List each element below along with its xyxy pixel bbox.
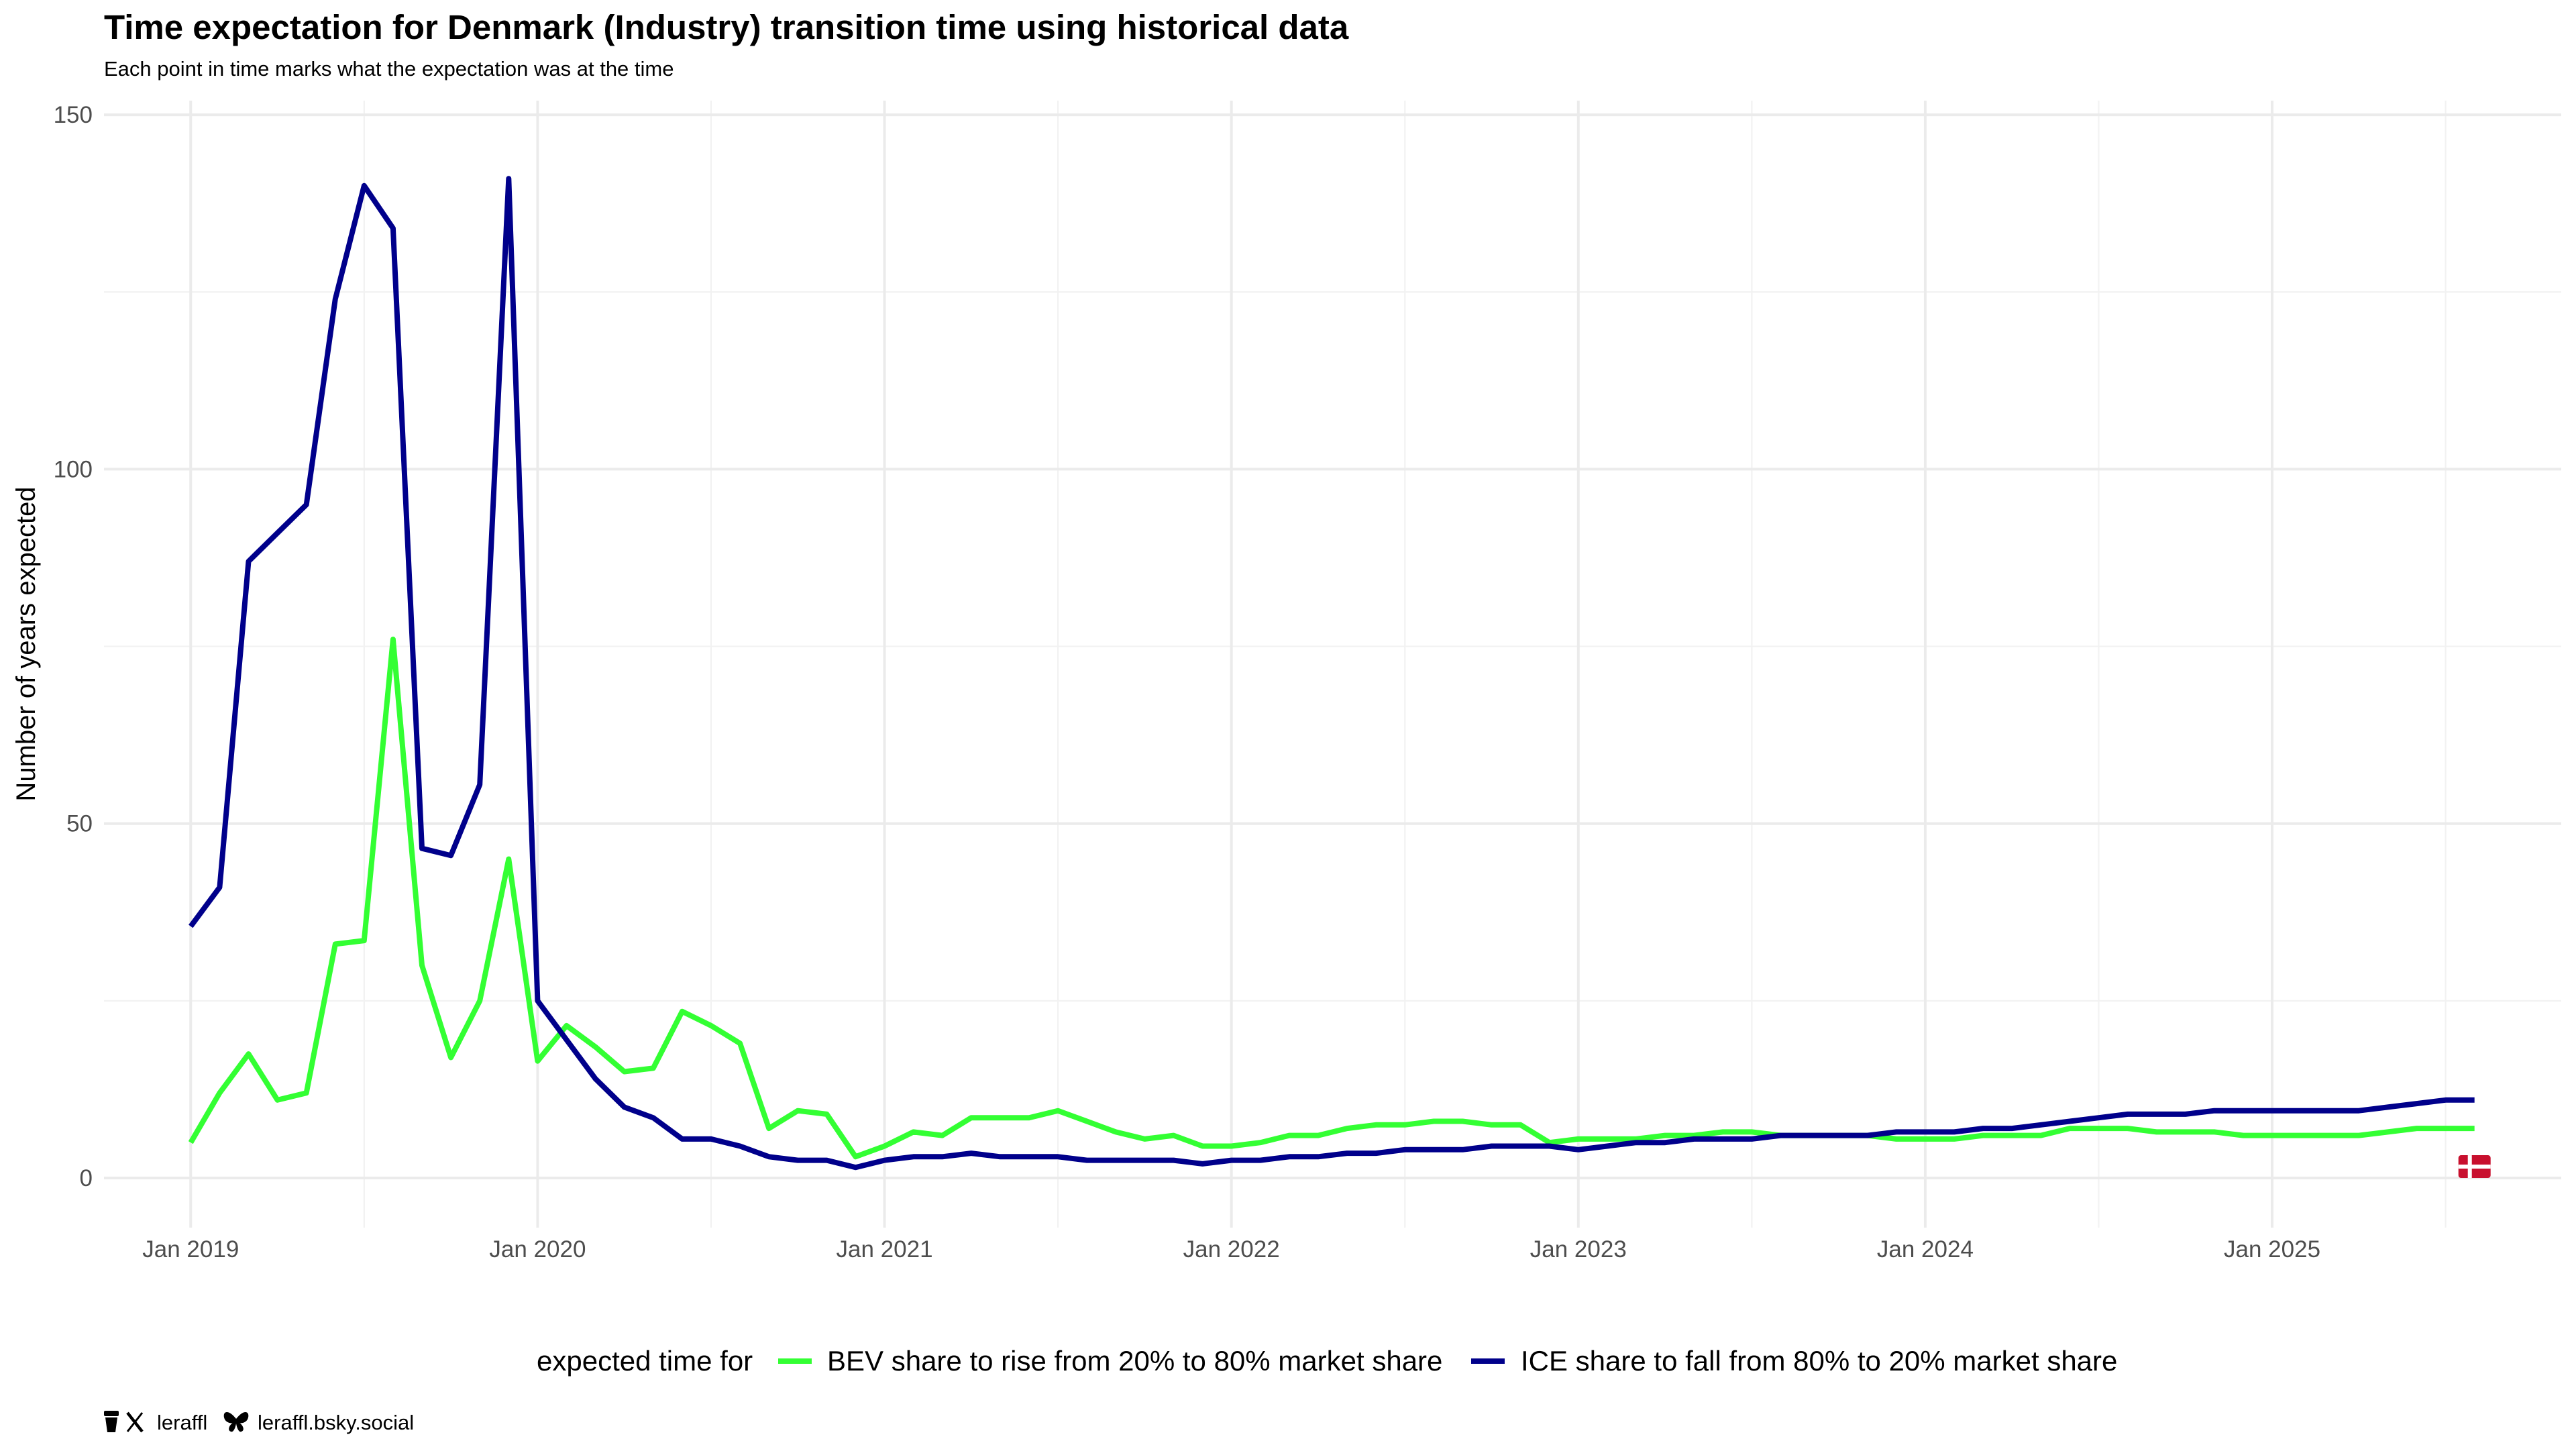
x-tick-label: Jan 2021 xyxy=(837,1236,933,1263)
bsky-handle: leraffl.bsky.social xyxy=(258,1411,414,1434)
x-tick-label: Jan 2019 xyxy=(142,1236,239,1263)
x-logo-icon xyxy=(126,1411,144,1433)
y-axis-ticks: 0 50 100 150 xyxy=(54,102,93,1191)
denmark-flag-icon xyxy=(2458,1155,2491,1179)
chart-subtitle: Each point in time marks what the expect… xyxy=(104,57,674,80)
y-tick-label: 100 xyxy=(54,456,93,482)
credits: leraffl leraffl.bsky.social xyxy=(104,1411,414,1434)
x-tick-label: Jan 2023 xyxy=(1530,1236,1627,1263)
x-handle: leraffl xyxy=(157,1411,207,1434)
grid xyxy=(104,101,2561,1228)
y-tick-label: 0 xyxy=(80,1165,93,1191)
y-tick-label: 150 xyxy=(54,102,93,128)
series-lines xyxy=(188,176,2475,1171)
legend-label-ice: ICE share to fall from 80% to 20% market… xyxy=(1521,1345,2117,1377)
y-axis-label: Number of years expected xyxy=(11,486,41,801)
coffee-cup-icon xyxy=(104,1411,119,1432)
x-tick-label: Jan 2020 xyxy=(489,1236,586,1263)
x-tick-label: Jan 2024 xyxy=(1877,1236,1974,1263)
y-tick-label: 50 xyxy=(66,811,93,837)
x-tick-label: Jan 2022 xyxy=(1183,1236,1280,1263)
series-line-bev xyxy=(188,637,2475,1160)
x-axis-ticks: Jan 2019 Jan 2020 Jan 2021 Jan 2022 Jan 2023… xyxy=(142,1236,2320,1263)
legend: expected time for BEV share to rise from… xyxy=(537,1345,2117,1377)
legend-label-bev: BEV share to rise from 20% to 80% market… xyxy=(827,1345,1442,1377)
butterfly-icon xyxy=(223,1411,249,1432)
legend-title: expected time for xyxy=(537,1345,753,1377)
chart-title: Time expectation for Denmark (Industry) … xyxy=(104,8,1349,46)
series-line-ice xyxy=(189,176,2475,1171)
x-tick-label: Jan 2025 xyxy=(2224,1236,2320,1263)
